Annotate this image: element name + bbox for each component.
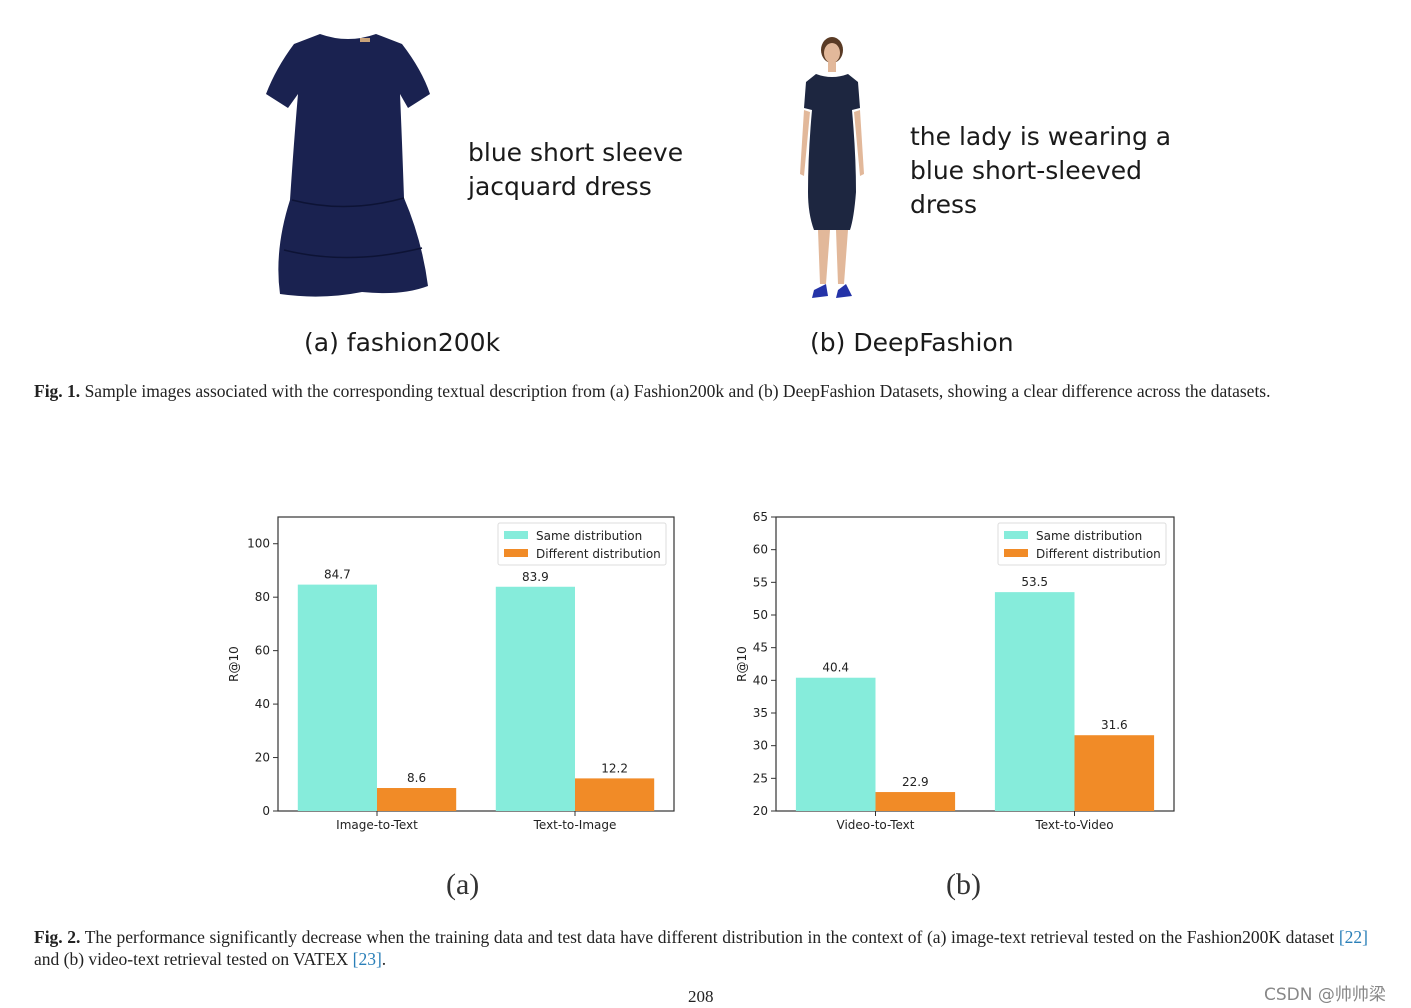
legend-swatch [504,531,528,539]
bar [875,792,956,811]
bar [994,592,1075,811]
y-tick-label: 55 [753,575,768,589]
legend-swatch [504,549,528,557]
x-tick-label: Text-to-Video [1034,818,1113,832]
legend-box [497,522,667,566]
deepfashion-description: the lady is wearing a blue short-sleeved… [910,122,1172,219]
figure-2-caption-end: . [381,949,387,969]
figure-2-caption: Fig. 2. The performance significantly de… [34,926,1368,970]
data-label: 12.2 [601,761,628,775]
bar [377,788,457,811]
data-label: 84.7 [324,568,351,582]
y-tick-label: 60 [753,543,768,557]
bar [795,677,876,811]
reference-link-22[interactable]: [22] [1338,927,1368,947]
data-label: 8.6 [407,771,426,785]
data-label: 83.9 [522,570,549,584]
reference-link-23[interactable]: [23] [352,949,382,969]
legend-label: Same distribution [1036,529,1142,543]
y-tick-label: 45 [753,641,768,655]
y-tick-label: 65 [753,510,768,524]
bar [575,778,655,811]
legend-label: Different distribution [536,547,661,561]
panel-b-label: (b) DeepFashion [810,328,1014,357]
plot-frame [775,516,1175,812]
y-tick-label: 100 [247,537,270,551]
y-tick-label: 35 [753,706,768,720]
bar [297,584,377,811]
data-label: 53.5 [1021,575,1048,589]
panel-a-label: (a) fashion200k [304,328,501,357]
legend-swatch [1004,549,1028,557]
legend-box [997,522,1167,566]
y-tick-label: 0 [262,804,270,818]
data-label: 31.6 [1101,718,1128,732]
chart-b-label: (b) [946,868,981,901]
figure-1-caption: Fig. 1. Sample images associated with th… [34,380,1368,402]
fashion200k-description: blue short sleeve jacquard dress [468,138,684,201]
chart-b: 20 25 30 35 40 45 50 55 60 65 R@10 Video-to-Text 40.… [735,510,1175,832]
plot-frame [277,516,675,812]
y-tick-label: 20 [753,804,768,818]
x-tick-label: Video-to-Text [837,818,915,832]
bar [1074,735,1155,811]
figure-1-caption-text: Sample images associated with the corres… [84,381,1271,401]
dress-product-image [266,34,430,297]
figure-2-caption-mid: and (b) video-text retrieval tested on V… [34,949,353,969]
y-tick-label: 80 [255,590,270,604]
x-tick-label: Image-to-Text [336,818,418,832]
chart-a: 0 20 40 60 80 100 R@10 Image-to-Text 84.7 8.6 Text… [227,516,675,832]
data-label: 22.9 [902,775,929,789]
legend-label: Same distribution [536,529,642,543]
model-photo [800,37,864,298]
y-axis-label: R@10 [227,646,241,682]
x-tick-label: Text-to-Image [533,818,617,832]
y-tick-label: 30 [753,739,768,753]
figure-2-label: Fig. 2. [34,927,81,947]
y-axis-label: R@10 [735,646,749,682]
y-tick-label: 50 [753,608,768,622]
y-tick-label: 40 [255,697,270,711]
bar [495,586,575,811]
legend-label: Different distribution [1036,547,1161,561]
figure-1-label: Fig. 1. [34,381,81,401]
data-label: 40.4 [822,661,849,675]
chart-a-label: (a) [446,868,480,901]
y-tick-label: 40 [753,673,768,687]
legend-swatch [1004,531,1028,539]
figure-2-caption-pre: The performance significantly decrease w… [84,927,1339,947]
watermark: CSDN @帅帅梁 [1264,985,1386,1005]
page-number: 208 [688,987,714,1006]
y-tick-label: 25 [753,771,768,785]
y-tick-label: 60 [255,644,270,658]
y-tick-label: 20 [255,751,270,765]
